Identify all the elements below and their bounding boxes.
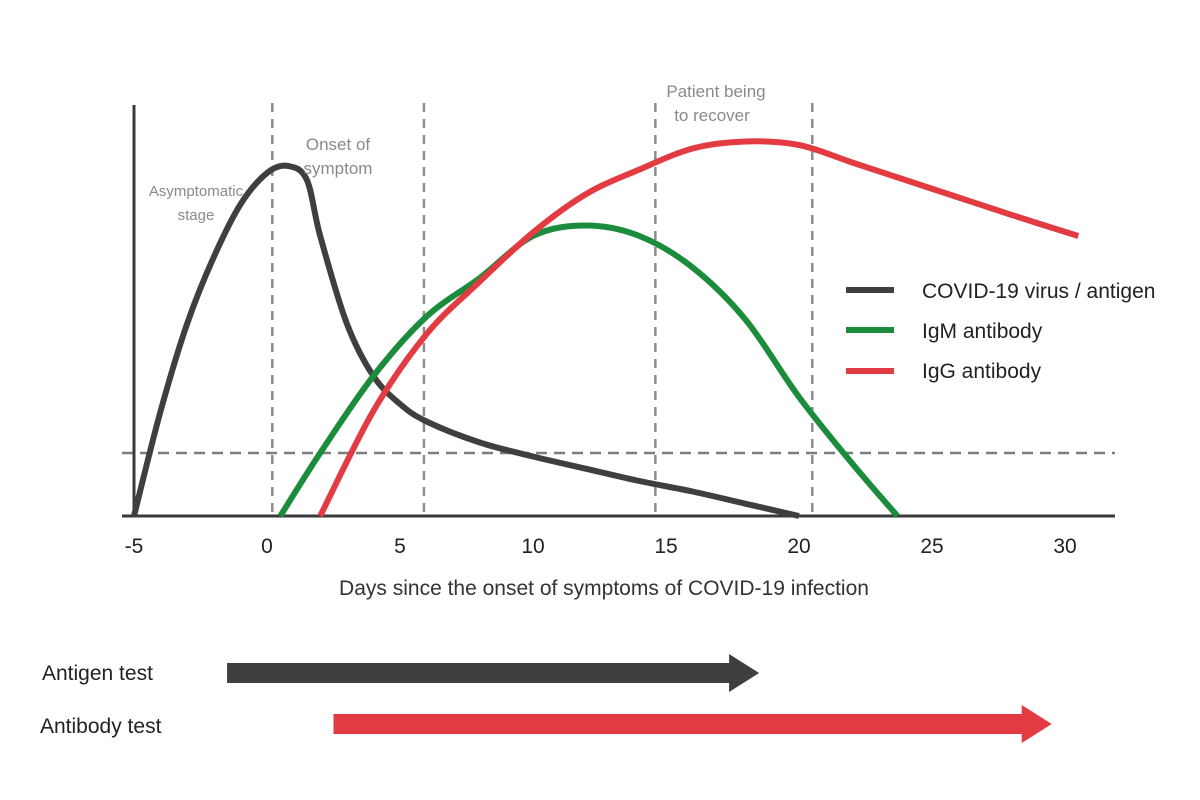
x-axis-title: Days since the onset of symptoms of COVI… [339, 577, 869, 600]
series-layer [131, 138, 1080, 519]
annotation-recover: Patient being to recover [666, 82, 765, 125]
annotation-onset: Onset of symptom [304, 135, 373, 178]
antibody-test-label: Antibody test [40, 715, 162, 738]
antibody-test-arrow [333, 705, 1052, 743]
x-tick-label: 30 [1053, 535, 1076, 558]
axes [122, 105, 1115, 518]
legend-item-antigen: COVID-19 virus / antigen [846, 280, 1155, 303]
annotation-onset-line-1: Onset of [306, 135, 371, 154]
x-tick-label: -5 [125, 535, 144, 558]
test-windows: Antigen test Antibody test [40, 654, 1052, 743]
series-line-igm [277, 222, 900, 518]
antigen-test-arrow [227, 654, 760, 692]
annotation-asymptomatic: Asymptomatic stage [149, 183, 244, 224]
annotation-recover-line-2: to recover [674, 106, 750, 125]
annotation-recover-line-1: Patient being [666, 82, 765, 101]
x-tick-label: 20 [787, 535, 810, 558]
legend-label-igm: IgM antibody [922, 320, 1043, 343]
series-line-antigen [131, 162, 800, 519]
series-line-igg [317, 138, 1080, 518]
legend-item-igg: IgG antibody [846, 360, 1042, 383]
x-tick-label: 5 [394, 535, 406, 558]
annotation-asymptomatic-line-1: Asymptomatic [149, 183, 244, 200]
x-tick-label: 10 [521, 535, 544, 558]
legend-label-antigen: COVID-19 virus / antigen [922, 280, 1155, 303]
antigen-test-label: Antigen test [42, 662, 153, 685]
x-tick-labels: -5 0 5 10 15 20 25 30 [125, 535, 1077, 558]
annotation-onset-line-2: symptom [304, 159, 373, 178]
legend-label-igg: IgG antibody [922, 360, 1042, 383]
legend: COVID-19 virus / antigen IgM antibody Ig… [846, 280, 1155, 383]
annotation-asymptomatic-line-2: stage [178, 207, 215, 224]
x-tick-label: 25 [920, 535, 943, 558]
x-tick-label: 15 [654, 535, 677, 558]
x-tick-label: 0 [261, 535, 273, 558]
legend-item-igm: IgM antibody [846, 320, 1043, 343]
